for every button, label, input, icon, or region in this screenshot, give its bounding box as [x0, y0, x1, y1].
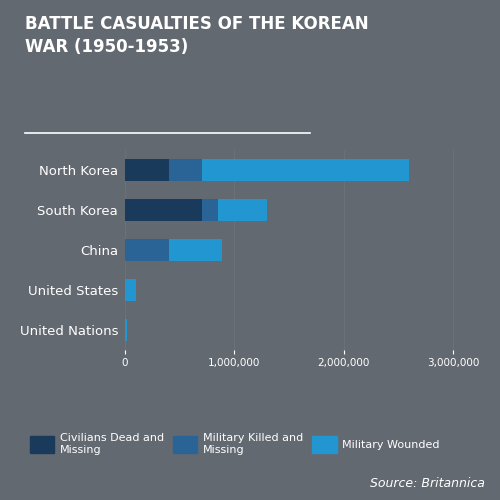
- Bar: [125, 199, 202, 221]
- Bar: [169, 159, 202, 181]
- Bar: [125, 159, 169, 181]
- Bar: [218, 199, 267, 221]
- Text: Source: Britannica: Source: Britannica: [370, 477, 485, 490]
- Bar: [125, 319, 127, 341]
- Bar: [125, 279, 136, 301]
- Text: BATTLE CASUALTIES OF THE KOREAN
WAR (1950-1953): BATTLE CASUALTIES OF THE KOREAN WAR (195…: [25, 15, 368, 56]
- Bar: [202, 199, 218, 221]
- Legend: Civilians Dead and
Missing, Military Killed and
Missing, Military Wounded: Civilians Dead and Missing, Military Kil…: [26, 429, 444, 460]
- Bar: [169, 239, 222, 261]
- Bar: [202, 159, 410, 181]
- Bar: [125, 239, 169, 261]
